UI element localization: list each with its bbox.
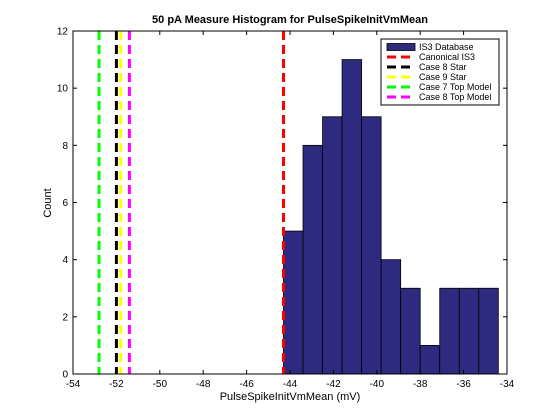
x-tick-label: -38 (413, 379, 428, 390)
histogram-bar (478, 287, 499, 375)
y-axis-label: Count (42, 188, 54, 217)
x-tick-label: -36 (456, 379, 471, 390)
x-tick-label: -40 (370, 379, 385, 390)
y-tick-label: 2 (62, 312, 68, 323)
y-tick-label: 4 (62, 255, 68, 266)
histogram-bar (361, 116, 382, 375)
x-tick-label: -34 (500, 379, 515, 390)
x-axis-label: PulseSpikeInitVmMean (mV) (220, 391, 361, 403)
legend-entry-label: Canonical IS3 (419, 52, 475, 62)
y-tick-label: 12 (57, 27, 69, 38)
histogram-bar (302, 144, 323, 375)
legend-entry-label: Case 8 Star (419, 62, 467, 72)
histogram-bar (419, 345, 441, 375)
legend-entry-label: Case 9 Star (419, 72, 467, 82)
histogram-bar (400, 287, 421, 375)
y-tick-label: 8 (62, 141, 68, 152)
x-tick-label: -48 (196, 379, 211, 390)
plot-frame (72, 30, 508, 375)
histogram-bar (283, 230, 304, 375)
x-tick-label: -46 (239, 379, 254, 390)
histogram-bar (439, 287, 460, 375)
legend-entry-label: IS3 Database (419, 42, 474, 52)
legend-entry-label: Case 8 Top Model (419, 92, 491, 102)
x-axis-ticks: -54 -52 -50 -48 -46 -44 -42 -40 -38 -36 -34 (66, 31, 515, 390)
histogram-bar (341, 59, 363, 375)
x-tick-label: -42 (326, 379, 341, 390)
histogram-bars (283, 59, 499, 375)
x-tick-label: -50 (153, 379, 168, 390)
x-tick-label: -44 (283, 379, 298, 390)
x-tick-label: -54 (66, 379, 81, 390)
histogram-bar (322, 116, 343, 375)
x-tick-label: -52 (109, 379, 124, 390)
y-tick-label: 0 (62, 370, 68, 381)
reference-lines (97, 31, 285, 374)
chart-title: 50 pA Measure Histogram for PulseSpikeIn… (152, 14, 428, 26)
legend-swatch (386, 43, 416, 51)
y-tick-label: 10 (57, 84, 69, 95)
histogram-bar (380, 259, 402, 375)
legend-entry-label: Case 7 Top Model (419, 82, 491, 92)
y-tick-label: 6 (62, 198, 68, 209)
histogram-bar (458, 287, 480, 375)
